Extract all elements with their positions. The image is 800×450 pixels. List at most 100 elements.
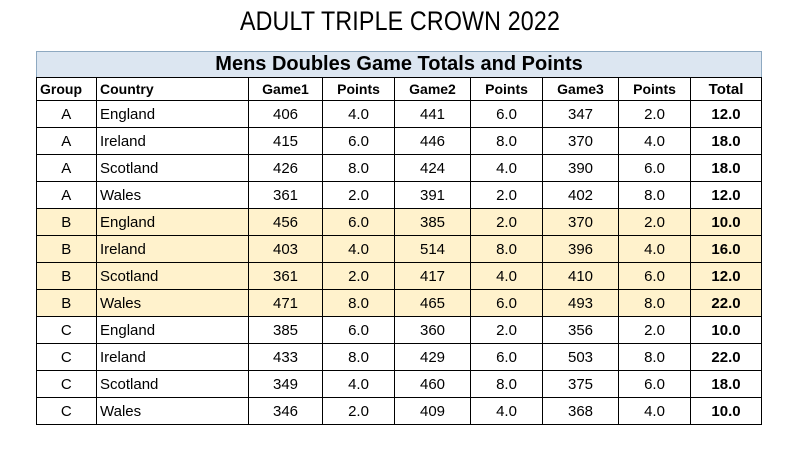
column-header-points2: Points <box>470 77 543 101</box>
points1-cell: 2.0 <box>322 397 395 425</box>
points2-cell: 6.0 <box>470 343 543 371</box>
game2-cell: 424 <box>394 154 471 182</box>
points2-cell: 2.0 <box>470 316 543 344</box>
points2-cell: 6.0 <box>470 100 543 128</box>
table-row: C Ireland 433 8.0 429 6.0 503 8.0 22.0 <box>36 343 763 371</box>
table-row: A Ireland 415 6.0 446 8.0 370 4.0 18.0 <box>36 127 763 155</box>
points3-cell: 8.0 <box>618 289 691 317</box>
points1-cell: 6.0 <box>322 208 395 236</box>
game2-cell: 465 <box>394 289 471 317</box>
points2-cell: 8.0 <box>470 127 543 155</box>
game1-cell: 403 <box>248 235 323 263</box>
points2-cell: 4.0 <box>470 397 543 425</box>
points2-cell: 8.0 <box>470 235 543 263</box>
game2-cell: 460 <box>394 370 471 398</box>
game3-cell: 356 <box>542 316 619 344</box>
group-cell: C <box>36 316 97 344</box>
table-row: B Wales 471 8.0 465 6.0 493 8.0 22.0 <box>36 289 763 317</box>
total-cell: 12.0 <box>689 262 763 290</box>
group-cell: A <box>36 181 97 209</box>
points1-cell: 8.0 <box>322 154 395 182</box>
total-cell: 10.0 <box>689 397 763 425</box>
total-cell: 12.0 <box>689 181 763 209</box>
table-row: C Wales 346 2.0 409 4.0 368 4.0 10.0 <box>36 397 763 425</box>
game1-cell: 426 <box>248 154 323 182</box>
game3-cell: 493 <box>542 289 619 317</box>
points3-cell: 4.0 <box>618 235 691 263</box>
game1-cell: 415 <box>248 127 323 155</box>
game2-cell: 446 <box>394 127 471 155</box>
country-cell: Ireland <box>96 127 249 155</box>
country-cell: Wales <box>96 397 249 425</box>
game2-cell: 391 <box>394 181 471 209</box>
game2-cell: 441 <box>394 100 471 128</box>
points3-cell: 2.0 <box>618 100 691 128</box>
table-row: C Scotland 349 4.0 460 8.0 375 6.0 18.0 <box>36 370 763 398</box>
country-cell: England <box>96 208 249 236</box>
points3-cell: 6.0 <box>618 370 691 398</box>
column-header-group: Group <box>36 77 97 101</box>
points1-cell: 8.0 <box>322 343 395 371</box>
total-cell: 18.0 <box>689 154 763 182</box>
points3-cell: 8.0 <box>618 343 691 371</box>
game3-cell: 396 <box>542 235 619 263</box>
points1-cell: 6.0 <box>322 127 395 155</box>
total-cell: 10.0 <box>689 208 763 236</box>
game3-cell: 370 <box>542 127 619 155</box>
points1-cell: 2.0 <box>322 181 395 209</box>
country-cell: England <box>96 316 249 344</box>
points3-cell: 8.0 <box>618 181 691 209</box>
points1-cell: 6.0 <box>322 316 395 344</box>
column-header-total: Total <box>689 77 763 101</box>
game3-cell: 370 <box>542 208 619 236</box>
game3-cell: 503 <box>542 343 619 371</box>
points2-cell: 4.0 <box>470 262 543 290</box>
total-cell: 22.0 <box>689 289 763 317</box>
table-row: B Scotland 361 2.0 417 4.0 410 6.0 12.0 <box>36 262 763 290</box>
group-cell: B <box>36 208 97 236</box>
points1-cell: 8.0 <box>322 289 395 317</box>
column-header-game1: Game1 <box>248 77 323 101</box>
country-cell: Wales <box>96 181 249 209</box>
table-row: A Wales 361 2.0 391 2.0 402 8.0 12.0 <box>36 181 763 209</box>
game1-cell: 361 <box>248 181 323 209</box>
results-table: Mens Doubles Game Totals and Points Grou… <box>35 51 763 425</box>
group-cell: B <box>36 235 97 263</box>
game1-cell: 456 <box>248 208 323 236</box>
table-row: B England 456 6.0 385 2.0 370 2.0 10.0 <box>36 208 763 236</box>
column-header-points1: Points <box>322 77 395 101</box>
game3-cell: 410 <box>542 262 619 290</box>
total-cell: 22.0 <box>689 343 763 371</box>
group-cell: A <box>36 154 97 182</box>
total-cell: 16.0 <box>689 235 763 263</box>
game3-cell: 368 <box>542 397 619 425</box>
column-header-game2: Game2 <box>394 77 471 101</box>
country-cell: Wales <box>96 289 249 317</box>
game2-cell: 409 <box>394 397 471 425</box>
game1-cell: 471 <box>248 289 323 317</box>
country-cell: England <box>96 100 249 128</box>
group-cell: A <box>36 100 97 128</box>
page-title: ADULT TRIPLE CROWN 2022 <box>239 6 561 36</box>
points2-cell: 4.0 <box>470 154 543 182</box>
points2-cell: 2.0 <box>470 181 543 209</box>
table-row: B Ireland 403 4.0 514 8.0 396 4.0 16.0 <box>36 235 763 263</box>
game2-cell: 417 <box>394 262 471 290</box>
group-cell: C <box>36 370 97 398</box>
game1-cell: 361 <box>248 262 323 290</box>
table-row: A England 406 4.0 441 6.0 347 2.0 12.0 <box>36 100 763 128</box>
points2-cell: 2.0 <box>470 208 543 236</box>
column-header-country: Country <box>96 77 249 101</box>
table-caption: Mens Doubles Game Totals and Points <box>35 51 763 78</box>
points3-cell: 4.0 <box>618 397 691 425</box>
game1-cell: 349 <box>248 370 323 398</box>
game1-cell: 406 <box>248 100 323 128</box>
game1-cell: 385 <box>248 316 323 344</box>
group-cell: C <box>36 343 97 371</box>
total-cell: 10.0 <box>689 316 763 344</box>
points1-cell: 2.0 <box>322 262 395 290</box>
column-header-points3: Points <box>618 77 691 101</box>
points1-cell: 4.0 <box>322 100 395 128</box>
table-body: A England 406 4.0 441 6.0 347 2.0 12.0 A Ireland 41… <box>36 100 763 425</box>
game1-cell: 346 <box>248 397 323 425</box>
